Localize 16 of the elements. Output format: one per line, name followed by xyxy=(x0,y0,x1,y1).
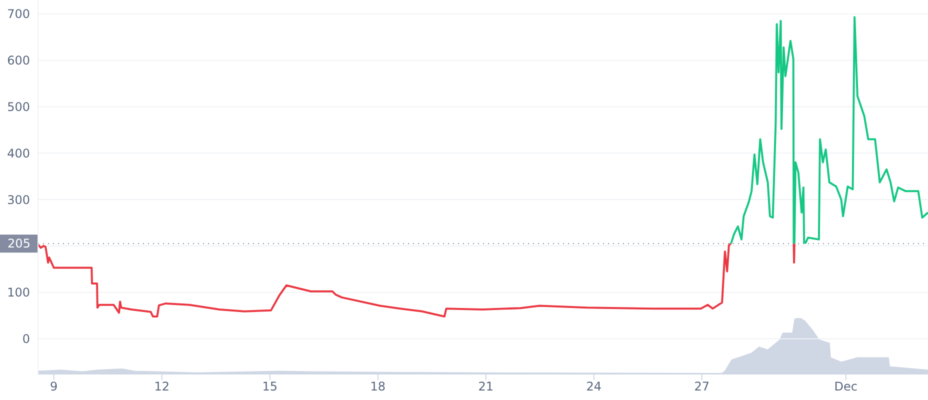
x-tick-label: 15 xyxy=(262,380,278,394)
ref-line-label: 205 xyxy=(8,236,30,251)
y-tick-label: 400 xyxy=(7,146,30,160)
x-tick-label: 12 xyxy=(154,380,170,394)
y-tick-label: 700 xyxy=(7,7,30,22)
x-tick-label: 24 xyxy=(586,380,602,394)
x-tick-label: 18 xyxy=(370,380,386,394)
y-tick-label: 0 xyxy=(22,332,30,346)
y-tick-label: 500 xyxy=(7,100,30,114)
y-tick-label: 100 xyxy=(7,286,30,300)
x-tick-label: Dec xyxy=(834,380,858,394)
x-tick-label: 27 xyxy=(694,380,710,394)
x-tick-label: 9 xyxy=(50,380,58,394)
y-tick-label: 600 xyxy=(7,54,30,68)
x-tick-label: 21 xyxy=(478,380,494,394)
y-tick-label: 300 xyxy=(7,192,30,207)
